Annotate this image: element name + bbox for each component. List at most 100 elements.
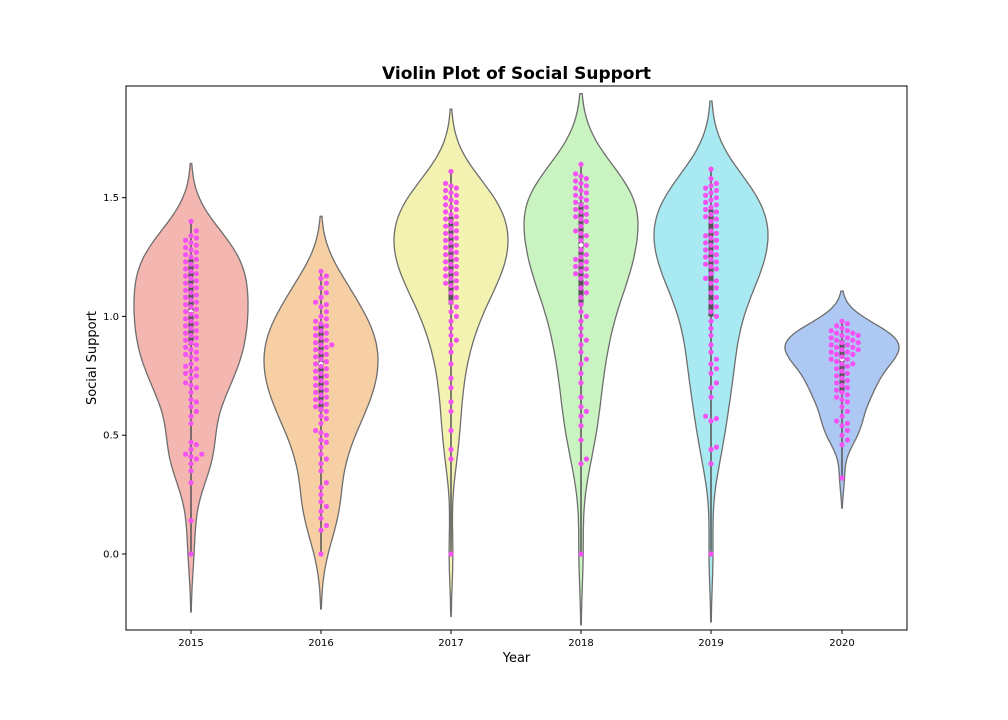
point-2016-5: [323, 503, 329, 510]
point-2015-28: [188, 361, 194, 367]
point-2016-58: [318, 328, 324, 334]
x-tick-label: 2018: [568, 638, 593, 649]
point-2017-32: [443, 259, 449, 265]
point-2016-14: [318, 444, 324, 450]
point-2015-69: [188, 261, 194, 267]
point-2017-3: [448, 427, 454, 434]
point-2015-18: [188, 389, 194, 395]
point-2020-48: [828, 335, 834, 341]
point-2020-33: [834, 351, 840, 357]
point-2018-55: [573, 192, 579, 198]
point-2020-10: [839, 404, 845, 410]
point-2017-49: [448, 218, 454, 224]
point-2017-34: [448, 254, 454, 260]
point-2017-54: [453, 206, 459, 213]
point-2015-44: [193, 321, 199, 327]
point-2016-16: [318, 437, 324, 443]
point-2015-58: [183, 287, 189, 293]
point-2019-6: [703, 413, 709, 419]
point-2019-15: [708, 342, 714, 348]
point-2020-13: [834, 394, 840, 400]
point-2015-61: [183, 280, 189, 286]
point-2016-64: [318, 313, 324, 319]
point-2015-52: [183, 302, 189, 308]
point-2018-54: [578, 195, 584, 201]
point-2019-47: [713, 223, 720, 229]
point-2020-22: [834, 373, 840, 379]
point-2015-29: [193, 356, 199, 362]
point-2018-30: [583, 266, 590, 272]
point-2020-29: [834, 359, 840, 365]
x-tick-label: 2020: [829, 638, 854, 649]
median-2018: [578, 242, 584, 248]
point-2018-60: [578, 180, 584, 186]
point-2020-6: [844, 420, 851, 426]
point-2016-48: [318, 349, 324, 355]
point-2017-60: [453, 192, 459, 198]
point-2017-23: [443, 280, 449, 286]
point-2019-37: [708, 249, 714, 255]
point-2018-36: [583, 252, 590, 258]
point-2015-40: [183, 330, 189, 336]
point-2016-72: [323, 280, 329, 286]
point-2016-63: [323, 316, 329, 322]
point-2019-54: [708, 204, 714, 210]
point-2017-15: [453, 313, 459, 319]
point-2016-32: [323, 387, 329, 393]
y-tick-label: 1.0: [103, 312, 119, 323]
point-2016-34: [313, 382, 319, 388]
point-2016-15: [323, 439, 329, 445]
point-2015-79: [183, 237, 189, 243]
point-2018-13: [578, 349, 584, 355]
point-2016-37: [313, 375, 319, 381]
y-axis: 0.0 0.5 1.0 1.5: [103, 193, 126, 560]
point-2020-4: [844, 427, 851, 434]
point-2015-62: [193, 278, 199, 284]
point-2017-42: [453, 235, 459, 241]
point-2020-14: [844, 392, 851, 398]
point-2019-64: [713, 180, 720, 186]
point-2018-43: [578, 223, 584, 229]
point-2018-1: [578, 461, 584, 467]
point-2015-49: [183, 309, 189, 315]
point-2019-23: [713, 294, 720, 300]
point-2020-12: [839, 397, 845, 403]
point-2018-6: [583, 408, 590, 414]
point-2017-2: [448, 446, 454, 453]
point-2019-27: [713, 278, 720, 284]
point-2015-1: [188, 518, 194, 524]
point-2017-20: [448, 290, 454, 296]
point-2020-0: [839, 475, 845, 481]
point-2019-31: [708, 263, 714, 270]
point-2018-53: [583, 197, 590, 203]
point-2018-57: [578, 187, 584, 194]
point-2019-21: [713, 304, 720, 310]
point-2016-4: [318, 508, 324, 514]
point-2019-8: [708, 385, 714, 391]
point-2015-14: [193, 408, 199, 414]
point-2015-38: [193, 335, 199, 341]
point-2015-81: [188, 233, 194, 239]
point-2016-1: [318, 527, 324, 533]
point-2016-28: [313, 397, 319, 403]
point-2019-34: [708, 256, 714, 262]
point-2015-54: [188, 297, 194, 303]
point-2019-43: [708, 235, 714, 241]
point-2016-7: [318, 492, 324, 498]
point-2018-34: [573, 256, 579, 262]
point-2017-24: [453, 278, 459, 284]
point-2017-35: [443, 252, 449, 258]
point-2015-82: [193, 228, 199, 234]
point-2019-11: [713, 366, 720, 372]
point-2019-2: [708, 446, 714, 453]
point-2016-60: [323, 323, 329, 329]
point-2020-11: [844, 399, 851, 405]
point-2016-50: [323, 344, 329, 350]
point-2019-19: [713, 313, 720, 319]
point-2020-52: [850, 330, 856, 336]
point-2015-37: [183, 337, 189, 343]
point-2015-55: [183, 294, 189, 300]
point-2015-53: [193, 299, 199, 305]
point-2017-18: [448, 299, 454, 305]
point-2019-49: [713, 216, 720, 222]
